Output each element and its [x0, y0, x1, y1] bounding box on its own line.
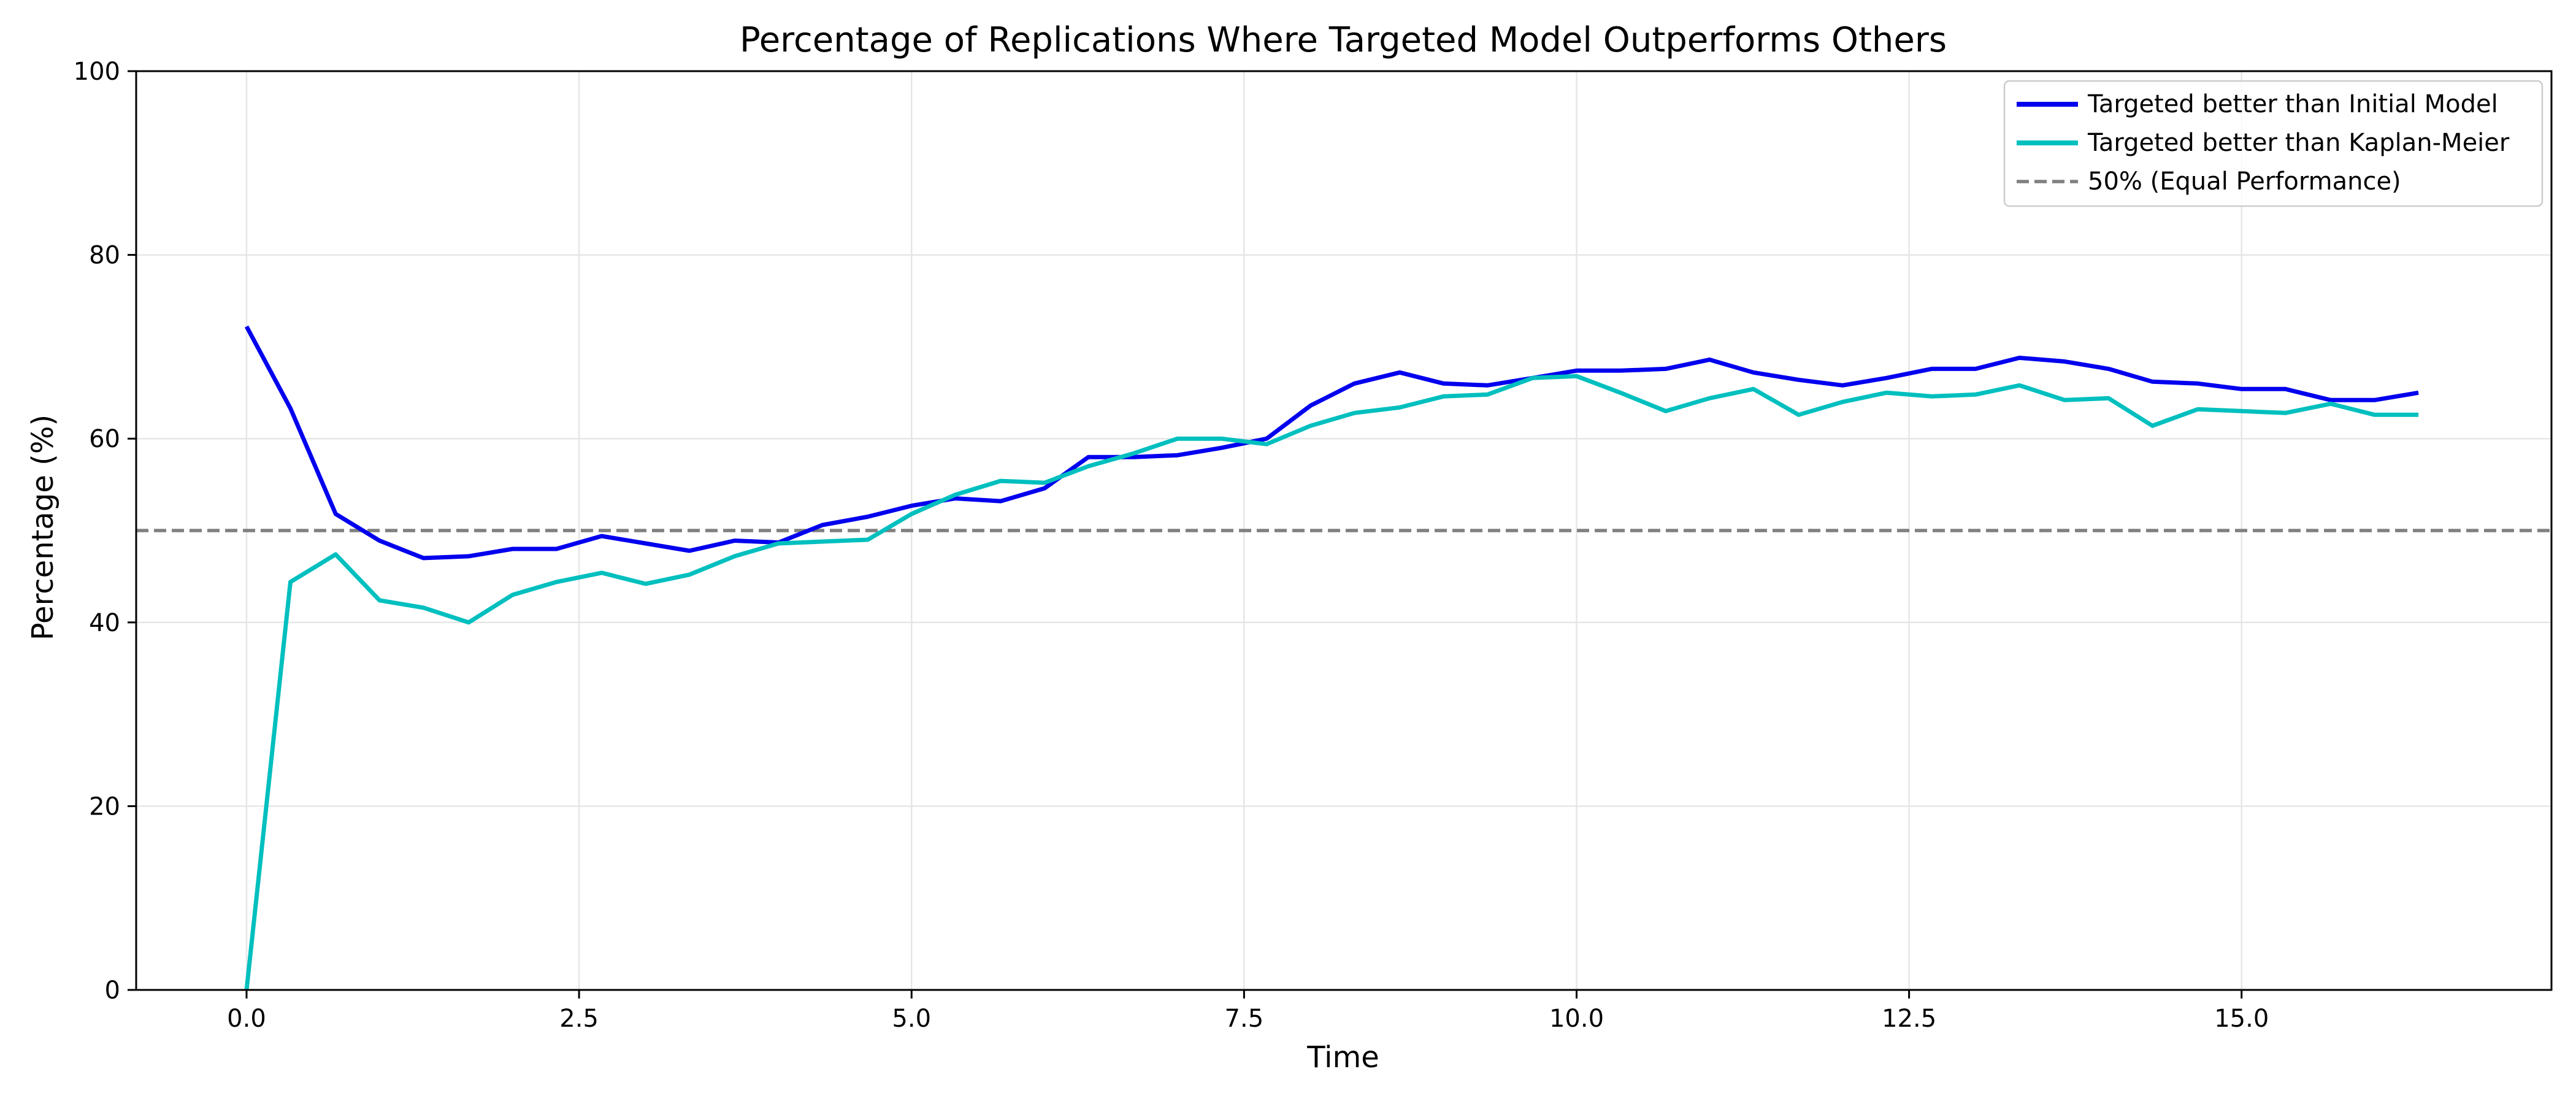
y-axis: 0 20 40 60 80 100 — [74, 58, 136, 1005]
x-tick-label: 7.5 — [1225, 1005, 1264, 1033]
legend-label-initial-model: Targeted better than Initial Model — [2087, 90, 2498, 118]
chart-title: Percentage of Replications Where Targete… — [740, 20, 1947, 60]
y-tick-label: 20 — [89, 792, 120, 821]
plot-frame — [135, 70, 2553, 991]
x-tick-label: 12.5 — [1882, 1005, 1936, 1033]
y-tick-label: 80 — [89, 242, 120, 270]
x-tick-label: 15.0 — [2214, 1005, 2269, 1033]
x-tick-label: 5.0 — [892, 1005, 931, 1033]
y-tick-label: 40 — [89, 609, 120, 637]
legend: Targeted better than Initial Model Targe… — [2003, 80, 2543, 207]
series-line-kaplan-meier — [244, 374, 2419, 991]
y-tick-label: 60 — [89, 425, 120, 453]
x-axis-label: Time — [1306, 1040, 1379, 1075]
legend-box — [2003, 80, 2543, 207]
y-tick-label: 100 — [74, 58, 120, 86]
x-tick-label: 10.0 — [1549, 1005, 1604, 1033]
legend-label-reference: 50% (Equal Performance) — [2088, 167, 2401, 196]
x-tick-label: 0.0 — [227, 1005, 266, 1033]
series-line-initial-model — [244, 325, 2419, 561]
y-tick-label: 0 — [105, 976, 120, 1005]
y-axis-label: Percentage (%) — [26, 415, 60, 640]
legend-label-kaplan-meier: Targeted better than Kaplan-Meier — [2087, 129, 2510, 157]
x-tick-label: 2.5 — [559, 1005, 599, 1033]
x-axis: 0.0 2.5 5.0 7.5 10.0 12.5 15.0 — [227, 990, 2269, 1033]
series-layer — [244, 325, 2419, 991]
